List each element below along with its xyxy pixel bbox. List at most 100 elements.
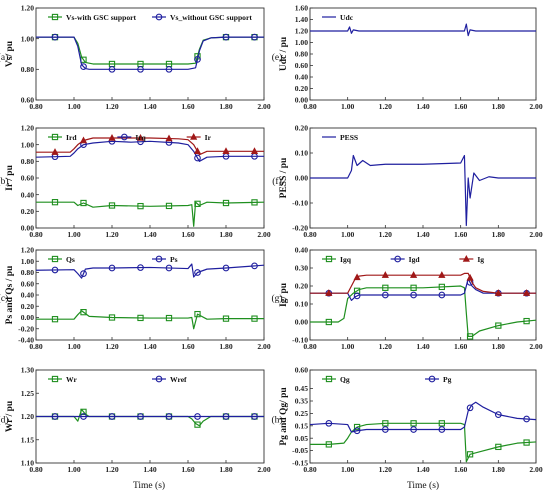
series-line-Qs <box>36 310 264 330</box>
x-tick-label: 0.80 <box>29 465 42 474</box>
legend-label: Vs-with GSC support <box>66 13 137 22</box>
y-axis-label: Ps and Qs / pu <box>5 265 15 324</box>
series-line-Ps <box>35 263 265 279</box>
x-tick-label: 1.80 <box>219 465 232 474</box>
square-marker <box>495 443 502 451</box>
circle-marker <box>194 269 201 276</box>
circle-marker <box>494 411 502 418</box>
y-tick-label: 1.00 <box>21 34 34 43</box>
x-tick-label: 1.60 <box>181 230 194 239</box>
subplot-b: 0.80 1.00 1.20 1.40 1.60 1.80 2.00 0.00 0.20 0.40… <box>0 124 271 239</box>
square-marker <box>251 199 258 206</box>
legend-label: Igd <box>409 255 421 264</box>
y-tick-label: 0.10 <box>295 149 308 158</box>
circle-marker <box>222 264 230 272</box>
triangle-marker <box>250 147 259 155</box>
x-tick-label: 1.20 <box>379 102 392 111</box>
x-tick-label: 1.00 <box>67 102 80 111</box>
y-tick-label: -0.20 <box>292 224 308 233</box>
y-tick-label: 1.20 <box>21 124 34 133</box>
y-tick-label: 0.00 <box>295 174 308 183</box>
y-tick-label: 0.60 <box>21 174 34 183</box>
legend-label: Ps <box>170 255 178 264</box>
x-tick-label: 1.80 <box>219 102 232 111</box>
y-tick-label: 0.05 <box>295 434 308 443</box>
square-marker <box>194 421 201 428</box>
square-marker <box>466 451 474 458</box>
circle-marker <box>51 413 59 420</box>
x-tick-label: 2.00 <box>529 230 542 239</box>
y-tick-label: 0.80 <box>21 65 34 74</box>
square-marker <box>438 283 445 291</box>
square-marker <box>382 420 389 427</box>
x-tick-label: 1.80 <box>219 342 232 351</box>
square-marker <box>165 314 173 322</box>
y-tick-label: -0.15 <box>292 459 308 468</box>
y-tick-label: 0.20 <box>295 282 308 291</box>
plot-frame <box>35 7 265 101</box>
x-tick-label: 1.40 <box>416 102 429 111</box>
y-tick-label: 1.60 <box>295 4 308 13</box>
square-marker <box>108 314 116 321</box>
y-tick-label: 1.20 <box>21 4 34 13</box>
x-tick-label: 1.20 <box>105 230 118 239</box>
legend-label: Ird <box>66 133 77 142</box>
y-tick-label: 1.40 <box>295 15 308 24</box>
x-tick-label: 1.20 <box>105 342 118 351</box>
series-line-PESS <box>310 154 536 227</box>
y-tick-label: 1.00 <box>295 38 308 47</box>
square-marker <box>108 202 116 209</box>
x-tick-label: 1.40 <box>416 465 429 474</box>
square-marker <box>466 333 474 340</box>
circle-marker <box>165 264 173 272</box>
subplot-a: 0.80 1.00 1.20 1.40 1.60 1.80 2.000.600.801.00… <box>0 4 271 111</box>
y-tick-label: 0.20 <box>21 302 34 311</box>
legend-label: PESS <box>340 133 358 142</box>
x-tick-label: 2.00 <box>257 230 270 239</box>
square-marker <box>222 199 230 207</box>
subplot-c: 0.80 1.00 1.20 1.40 1.60 1.80 2.00 -0.40 -0.20 0.… <box>0 246 271 351</box>
series-line-Igd <box>310 278 536 301</box>
circle-marker <box>428 375 436 383</box>
series-line-Pg <box>309 401 537 433</box>
series-line-Qg <box>310 422 537 463</box>
x-tick-label: 1.00 <box>67 465 80 474</box>
y-tick-label: -0.40 <box>18 336 34 345</box>
y-tick-label: 0.80 <box>295 50 308 59</box>
triangle-marker <box>494 289 502 296</box>
circle-marker <box>137 413 144 420</box>
y-tick-label: 0.40 <box>295 246 308 255</box>
x-tick-label: 1.60 <box>181 102 194 111</box>
x-tick-label: 2.00 <box>257 102 270 111</box>
square-marker <box>51 316 59 323</box>
square-marker <box>410 284 417 291</box>
triangle-marker <box>193 147 202 155</box>
circle-marker <box>394 255 402 263</box>
circle-marker <box>194 56 201 63</box>
x-tick-label: 1.80 <box>492 102 505 111</box>
y-tick-label: -0.10 <box>292 336 308 345</box>
circle-marker <box>137 65 144 73</box>
triangle-marker <box>438 271 446 278</box>
circle-marker <box>165 413 173 420</box>
legend-label: Udc <box>340 13 354 22</box>
circle-marker <box>353 427 361 435</box>
circle-marker <box>410 291 417 299</box>
circle-marker <box>80 270 87 277</box>
circle-marker <box>194 413 201 420</box>
x-tick-label: 1.40 <box>143 102 156 111</box>
y-tick-label: 0.00 <box>21 313 34 322</box>
triangle-marker <box>409 271 418 278</box>
panel-letter: (c) <box>0 293 8 304</box>
y-tick-label: 1.00 <box>21 257 34 266</box>
x-tick-label: 0.80 <box>29 342 42 351</box>
x-tick-label: 1.40 <box>416 230 429 239</box>
legend-label: Wref <box>170 375 187 384</box>
y-tick-label: 0.60 <box>21 96 34 105</box>
legend-label: Vs_without GSC support <box>170 13 252 22</box>
circle-marker <box>438 426 446 433</box>
x-tick-label: 0.80 <box>303 342 316 351</box>
series-line-Vs_without GSC support <box>36 36 264 70</box>
circle-marker <box>108 65 116 73</box>
legend-label: Ir <box>205 133 212 142</box>
